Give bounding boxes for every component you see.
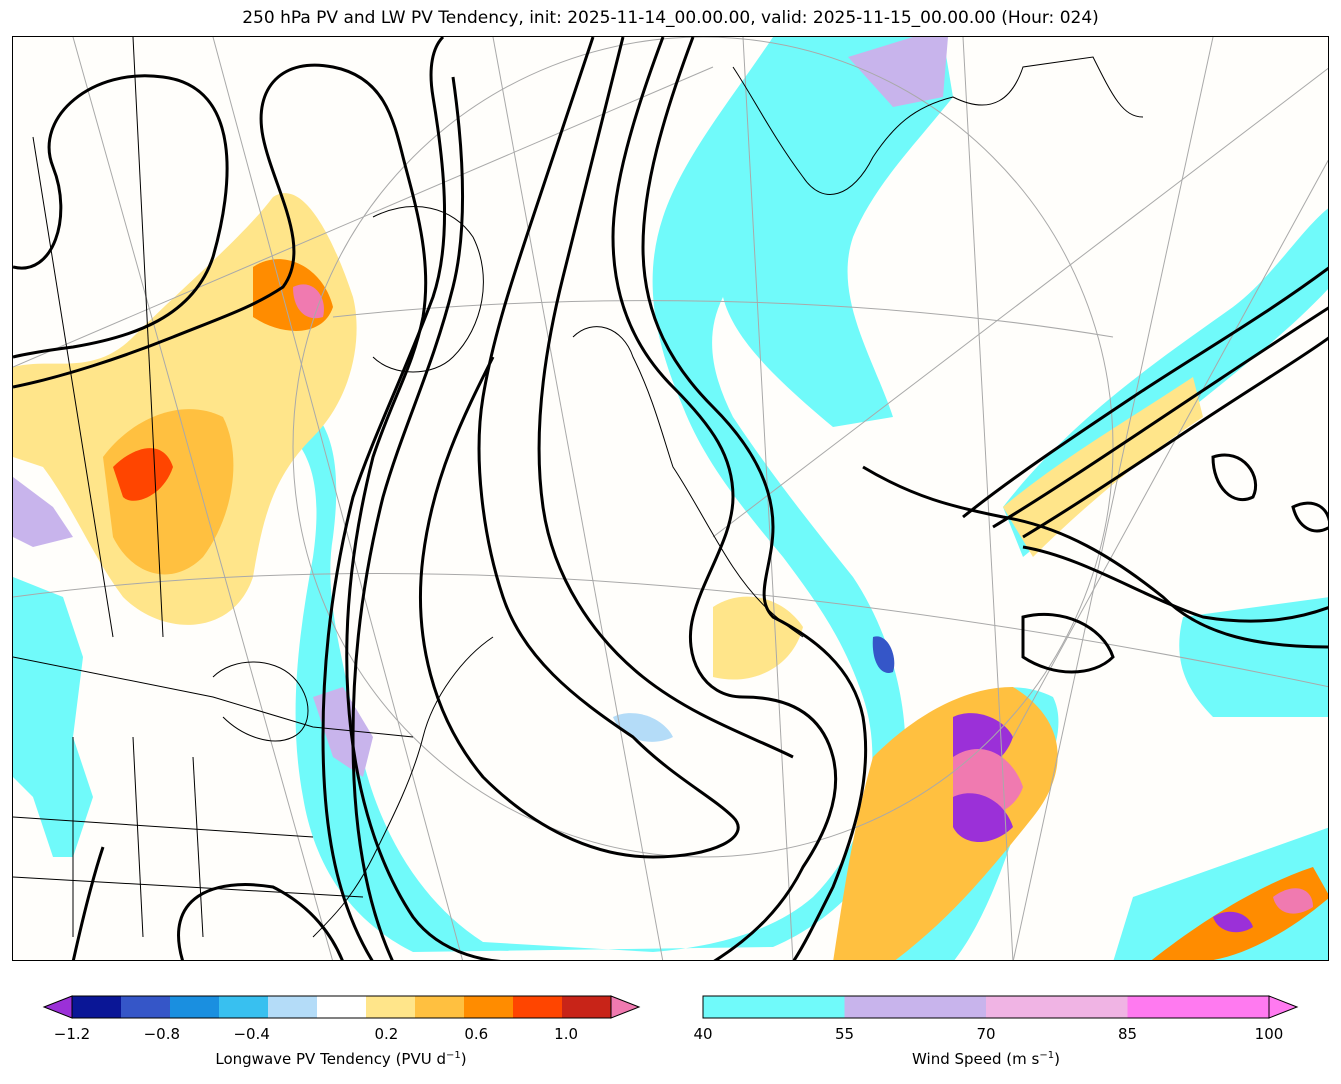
pv-contour-17 bbox=[1291, 501, 1328, 533]
pv-colorbar-outline bbox=[71, 995, 612, 1019]
pv-tendency-colorbar-label: Longwave PV Tendency (PVU d−1) bbox=[215, 1050, 467, 1068]
meridian-7 bbox=[1012, 159, 1328, 738]
pv-contour-2 bbox=[13, 63, 502, 960]
wind-colorbar-bin bbox=[703, 996, 845, 1018]
meridian-9 bbox=[712, 67, 1328, 538]
pv-contour-3 bbox=[177, 883, 344, 960]
wind-colorbar-bin bbox=[1127, 996, 1270, 1018]
pv-colorbar-bin bbox=[72, 996, 122, 1018]
coastline-great-lakes bbox=[212, 661, 309, 742]
pv-contour-13 bbox=[1022, 336, 1328, 539]
border-provinces-1 bbox=[132, 37, 164, 638]
pv-positive-orange-west bbox=[103, 409, 234, 575]
latitude-circle-60 bbox=[292, 37, 1114, 858]
latitude-circle-70 bbox=[332, 300, 1114, 338]
jet-strong-north bbox=[848, 37, 948, 107]
graticule bbox=[13, 37, 1328, 960]
latitude-circle-50 bbox=[13, 573, 1328, 688]
wind-colorbar-tick-label: 85 bbox=[1117, 1025, 1138, 1043]
meridian-4 bbox=[742, 37, 794, 960]
pv-colorbar-bin bbox=[415, 996, 465, 1018]
wind-colorbar-bin bbox=[986, 996, 1128, 1018]
pv-contour-7 bbox=[537, 37, 794, 759]
border-provinces-2 bbox=[32, 136, 114, 638]
pv-contours bbox=[13, 37, 1328, 960]
border-us-canada bbox=[13, 656, 414, 738]
jet-west-shading bbox=[13, 577, 93, 857]
pv-positive-red-west bbox=[113, 448, 173, 501]
coastline-greenland bbox=[732, 56, 1144, 195]
pv-contour-10 bbox=[862, 465, 1328, 649]
pv-contour-14 bbox=[1022, 545, 1328, 623]
wind-speed-colorbar-label: Wind Speed (m s−1) bbox=[912, 1050, 1060, 1068]
wind-speed-colorbar-bar bbox=[702, 995, 1299, 1019]
meridian-3 bbox=[492, 37, 664, 960]
pv-contour-5 bbox=[351, 76, 464, 960]
plot-title: 250 hPa PV and LW PV Tendency, init: 202… bbox=[242, 8, 1099, 28]
pv-colorbar-extend-low bbox=[42, 995, 73, 1019]
pv-contour-12 bbox=[992, 306, 1328, 529]
pv-colorbar-extend-high bbox=[610, 995, 641, 1019]
wind-colorbar-outline bbox=[702, 995, 1270, 1019]
pv-contour-6 bbox=[419, 37, 740, 859]
wind-speed-colorbar bbox=[702, 995, 1299, 1019]
pv-negative-scattered-2 bbox=[872, 636, 895, 673]
pv-contour-4 bbox=[321, 37, 447, 960]
meridian-2 bbox=[212, 37, 463, 960]
meridian-6 bbox=[1012, 37, 1214, 960]
jet-east-shading-2 bbox=[1179, 597, 1328, 717]
pv-positive-south bbox=[1151, 867, 1328, 960]
wind-colorbar-tick-label: 55 bbox=[834, 1025, 855, 1043]
pv-contour-11 bbox=[962, 266, 1328, 519]
pv-colorbar-tick-label: −0.4 bbox=[233, 1025, 270, 1043]
coastline-hudson-bay bbox=[372, 206, 484, 373]
pv-colorbar-bin bbox=[268, 996, 318, 1018]
map-canvas bbox=[13, 37, 1328, 960]
wind-colorbar-tick-label: 70 bbox=[976, 1025, 996, 1043]
map-panel bbox=[12, 36, 1329, 961]
pv-tendency-colorbar-bar bbox=[42, 995, 641, 1019]
jet-main-shading bbox=[263, 37, 953, 952]
pv-contour-1 bbox=[13, 74, 229, 359]
border-states-2 bbox=[132, 736, 144, 938]
pv-contour-8 bbox=[611, 37, 838, 960]
wind-colorbar-tick-label: 40 bbox=[693, 1025, 713, 1043]
pv-peak-south bbox=[1273, 888, 1313, 914]
pv-negative-south bbox=[1213, 911, 1253, 933]
pv-colorbar-tick-label: 1.0 bbox=[554, 1025, 579, 1043]
pv-colorbar-bin bbox=[513, 996, 563, 1018]
pv-colorbar-bin bbox=[562, 996, 612, 1018]
pv-positive-maritimes bbox=[713, 596, 803, 680]
pv-colorbar-bin bbox=[219, 996, 269, 1018]
wind-colorbar-bin bbox=[844, 996, 987, 1018]
pv-contour-18 bbox=[71, 846, 105, 960]
pv-colorbar-bin bbox=[317, 996, 367, 1018]
pv-contour-16 bbox=[1211, 453, 1258, 501]
pv-colorbar-bin bbox=[170, 996, 220, 1018]
pv-colorbar-tick-label: −1.2 bbox=[53, 1025, 91, 1043]
pv-tendency-colorbar bbox=[42, 995, 641, 1019]
pv-contour-9 bbox=[641, 37, 868, 960]
pv-colorbar-bin bbox=[464, 996, 514, 1018]
pv-colorbar-tick-label: 0.6 bbox=[464, 1025, 489, 1043]
meridian-5 bbox=[962, 37, 1014, 960]
jet-strong-central bbox=[313, 687, 373, 777]
coastline-labrador bbox=[572, 326, 804, 638]
border-states-3 bbox=[192, 756, 204, 938]
pv-contour-15 bbox=[1021, 612, 1115, 674]
border-states-4 bbox=[13, 816, 314, 838]
pv-colorbar-bin bbox=[366, 996, 416, 1018]
pv-colorbar-tick-label: −0.8 bbox=[143, 1025, 181, 1043]
meridian-1 bbox=[72, 37, 333, 960]
pv-colorbar-bin bbox=[121, 996, 171, 1018]
wind-colorbar-tick-label: 100 bbox=[1254, 1025, 1284, 1043]
border-states-5 bbox=[13, 876, 364, 898]
meridian-8 bbox=[13, 66, 714, 368]
pv-colorbar-tick-label: 0.2 bbox=[374, 1025, 399, 1043]
pv-negative-southeast-2 bbox=[953, 793, 1013, 842]
jet-strong-west bbox=[13, 477, 73, 547]
wind-colorbar-extend-high bbox=[1268, 995, 1299, 1019]
